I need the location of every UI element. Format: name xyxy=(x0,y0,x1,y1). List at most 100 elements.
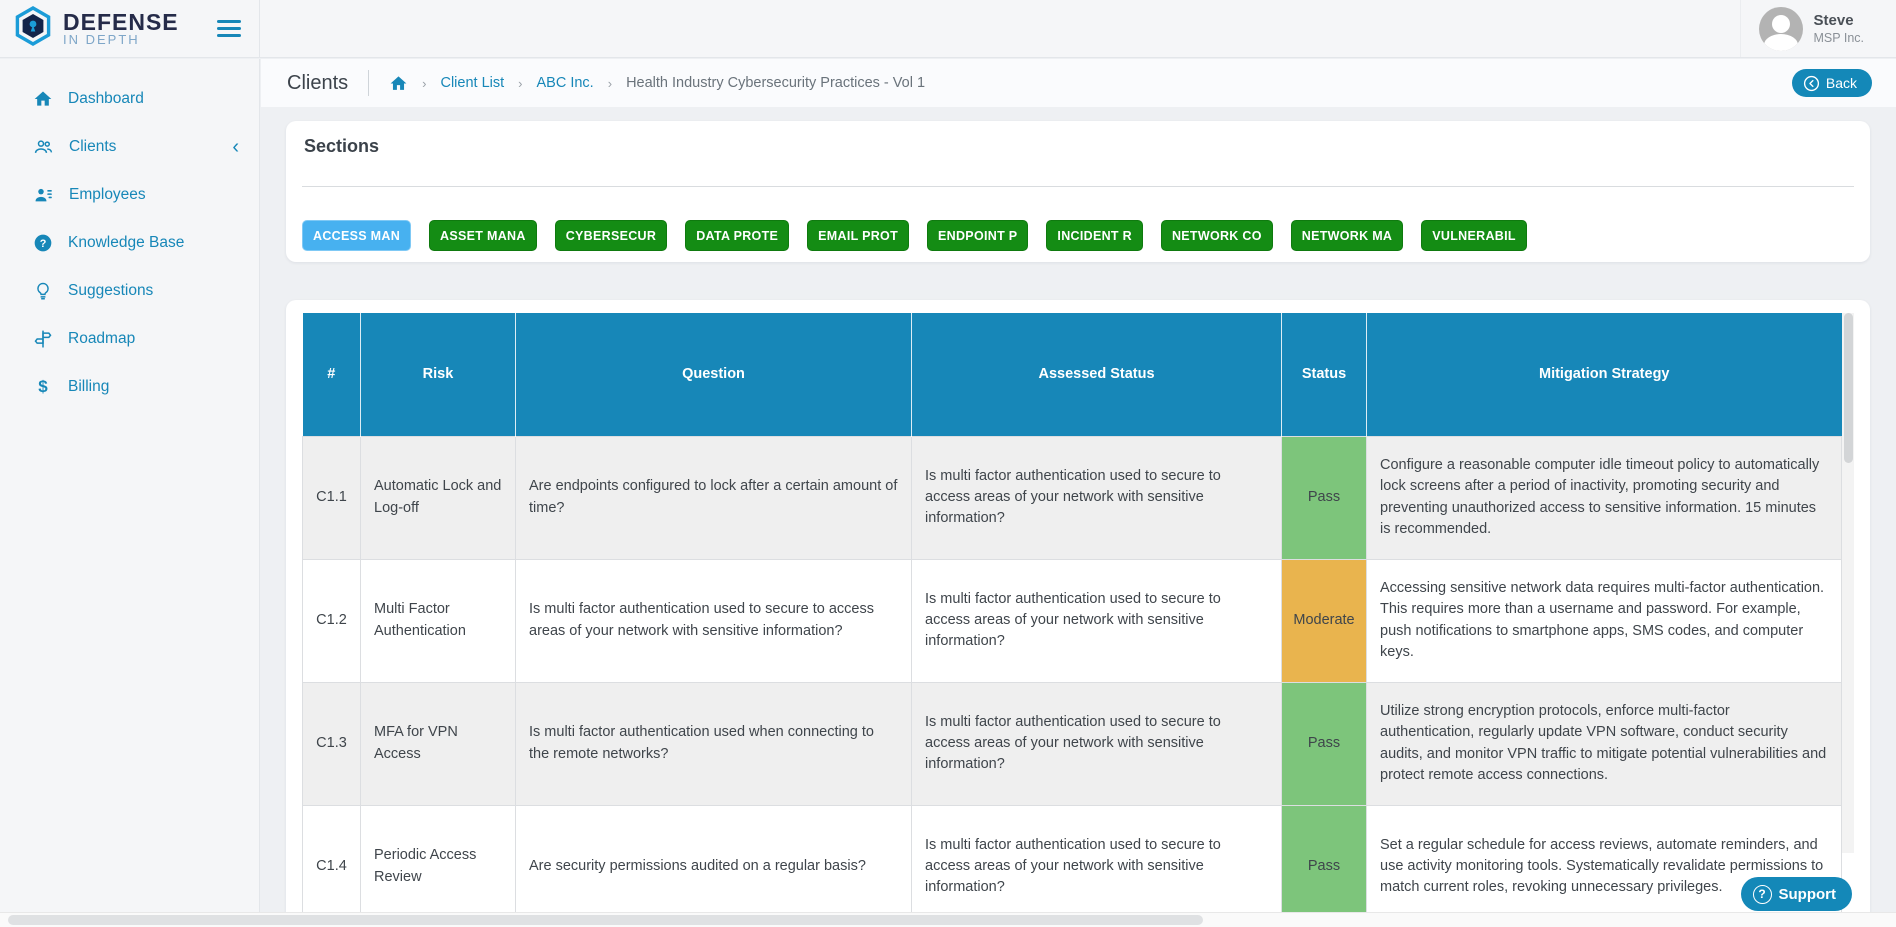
row-id: C1.2 xyxy=(302,558,361,683)
col-header-status: Status xyxy=(1281,313,1367,436)
breadcrumb-abc-inc[interactable]: ABC Inc. xyxy=(536,75,594,91)
filter-button-endpoint-p[interactable]: ENDPOINT P xyxy=(927,220,1029,251)
row-assessed-status: Is multi factor authentication used to s… xyxy=(911,558,1282,683)
row-mitigation: Accessing sensitive network data require… xyxy=(1366,558,1842,683)
filter-button-incident-r[interactable]: INCIDENT R xyxy=(1046,220,1143,251)
row-risk: Periodic Access Review xyxy=(360,804,516,927)
topbar: DEFENSE IN DEPTH Steve MSP Inc. xyxy=(0,0,1896,58)
support-label: Support xyxy=(1778,885,1837,903)
filter-button-vulnerabil[interactable]: VULNERABIL xyxy=(1421,220,1527,251)
breadcrumb: › Client List › ABC Inc. › Health Indust… xyxy=(389,74,925,93)
filter-button-data-prote[interactable]: DATA PROTE xyxy=(685,220,790,251)
sections-title: Sections xyxy=(304,136,380,156)
row-id: C1.3 xyxy=(302,681,361,806)
hamburger-menu-icon[interactable] xyxy=(217,16,241,42)
table-vertical-scrollbar[interactable] xyxy=(1842,313,1854,853)
sections-card: Sections ACCESS MAN ASSET MANA CYBERSECU… xyxy=(286,121,1870,262)
user-meta: Steve MSP Inc. xyxy=(1814,12,1864,45)
user-menu[interactable]: Steve MSP Inc. xyxy=(1739,0,1896,57)
col-header-num: # xyxy=(302,313,361,436)
table-row: C1.1 Automatic Lock and Log-off Are endp… xyxy=(302,435,1842,560)
arrow-left-circle-icon xyxy=(1803,75,1819,91)
row-question: Are endpoints configured to lock after a… xyxy=(515,435,912,560)
divider xyxy=(368,70,370,96)
section-filter-row: ACCESS MAN ASSET MANA CYBERSECUR DATA PR… xyxy=(302,220,1854,251)
sidebar-item-billing[interactable]: $ Billing xyxy=(0,363,259,411)
horizontal-scrollbar[interactable] xyxy=(0,912,1896,927)
sidebar-item-roadmap[interactable]: Roadmap xyxy=(0,315,259,363)
row-assessed-status: Is multi factor authentication used to s… xyxy=(911,804,1282,927)
question-mark-icon: ? xyxy=(1752,884,1772,904)
status-cell: Moderate xyxy=(1281,558,1367,683)
risk-table: # Risk Question Assessed Status Status M… xyxy=(302,313,1842,927)
filter-button-email-prot[interactable]: EMAIL PROT xyxy=(807,220,910,251)
row-question: Are security permissions audited on a re… xyxy=(515,804,912,927)
col-header-risk: Risk xyxy=(360,313,516,436)
user-name: Steve xyxy=(1813,12,1854,29)
sidebar-item-employees[interactable]: Employees xyxy=(0,171,259,219)
brand-name: DEFENSE IN DEPTH xyxy=(63,8,179,47)
table-row: C1.3 MFA for VPN Access Is multi factor … xyxy=(302,681,1842,806)
scrollbar-thumb[interactable] xyxy=(1843,313,1853,463)
row-mitigation: Utilize strong encryption protocols, enf… xyxy=(1366,681,1842,806)
sidebar-item-suggestions[interactable]: Suggestions xyxy=(0,267,259,315)
status-cell: Pass xyxy=(1281,804,1367,927)
filter-button-asset-mana[interactable]: ASSET MANA xyxy=(429,220,537,251)
filter-button-cybersecur[interactable]: CYBERSECUR xyxy=(554,220,668,251)
scrollbar-thumb[interactable] xyxy=(8,915,1203,925)
filter-button-network-co[interactable]: NETWORK CO xyxy=(1160,220,1273,251)
knowledge-base-icon: ? xyxy=(34,234,52,252)
sidebar-item-label: Employees xyxy=(69,186,146,203)
row-risk: Automatic Lock and Log-off xyxy=(360,435,516,560)
status-cell: Pass xyxy=(1281,681,1367,806)
page-title: Clients xyxy=(287,71,349,94)
row-question: Is multi factor authentication used when… xyxy=(515,681,912,806)
filter-button-network-ma[interactable]: NETWORK MA xyxy=(1290,220,1404,251)
row-id: C1.1 xyxy=(302,435,361,560)
svg-text:?: ? xyxy=(40,238,47,250)
back-button[interactable]: Back xyxy=(1791,69,1872,97)
table-row: C1.4 Periodic Access Review Are security… xyxy=(302,804,1842,927)
risk-table-card: # Risk Question Assessed Status Status M… xyxy=(286,300,1870,927)
page-header: Clients › Client List › ABC Inc. › Healt… xyxy=(261,59,1896,107)
brand-line1: DEFENSE xyxy=(63,8,179,35)
breadcrumb-client-list[interactable]: Client List xyxy=(440,75,505,91)
divider xyxy=(302,186,1854,187)
col-header-assessed-status: Assessed Status xyxy=(911,313,1282,436)
status-cell: Pass xyxy=(1281,435,1367,560)
home-icon[interactable] xyxy=(389,74,408,93)
support-button[interactable]: ? Support xyxy=(1740,877,1852,911)
signpost-icon xyxy=(34,330,52,348)
sidebar-item-knowledge-base[interactable]: ? Knowledge Base xyxy=(0,219,259,267)
row-risk: Multi Factor Authentication xyxy=(360,558,516,683)
avatar xyxy=(1758,6,1803,51)
home-icon xyxy=(34,91,52,106)
table-row: C1.2 Multi Factor Authentication Is mult… xyxy=(302,558,1842,683)
user-org: MSP Inc. xyxy=(1813,31,1864,45)
sidebar-item-clients[interactable]: Clients ‹ xyxy=(0,123,259,171)
filter-button-access-man[interactable]: ACCESS MAN xyxy=(302,220,412,251)
row-assessed-status: Is multi factor authentication used to s… xyxy=(911,681,1282,806)
row-risk: MFA for VPN Access xyxy=(360,681,516,806)
sidebar-item-label: Knowledge Base xyxy=(68,234,185,251)
employees-icon xyxy=(35,188,52,202)
chevron-right-icon: › xyxy=(422,75,427,91)
main-area: Clients › Client List › ABC Inc. › Healt… xyxy=(261,59,1896,927)
chevron-right-icon: › xyxy=(607,75,613,91)
hexagon-lock-logo-icon xyxy=(12,5,54,52)
back-button-label: Back xyxy=(1825,75,1857,91)
sidebar-item-label: Dashboard xyxy=(68,90,144,107)
logo[interactable]: DEFENSE IN DEPTH xyxy=(0,0,260,57)
sidebar-item-dashboard[interactable]: Dashboard xyxy=(0,75,259,123)
row-mitigation: Configure a reasonable computer idle tim… xyxy=(1366,435,1842,560)
row-id: C1.4 xyxy=(302,804,361,927)
chevron-left-icon[interactable]: ‹ xyxy=(232,136,239,158)
col-header-question: Question xyxy=(515,313,912,436)
sidebar: Dashboard Clients ‹ Employees ? Knowledg… xyxy=(0,59,260,927)
clients-icon xyxy=(34,140,53,153)
col-header-mitigation: Mitigation Strategy xyxy=(1366,313,1842,436)
sidebar-item-label: Billing xyxy=(68,378,110,395)
chevron-right-icon: › xyxy=(518,75,523,91)
content: Sections ACCESS MAN ASSET MANA CYBERSECU… xyxy=(261,107,1896,927)
breadcrumb-current: Health Industry Cybersecurity Practices … xyxy=(626,75,926,91)
